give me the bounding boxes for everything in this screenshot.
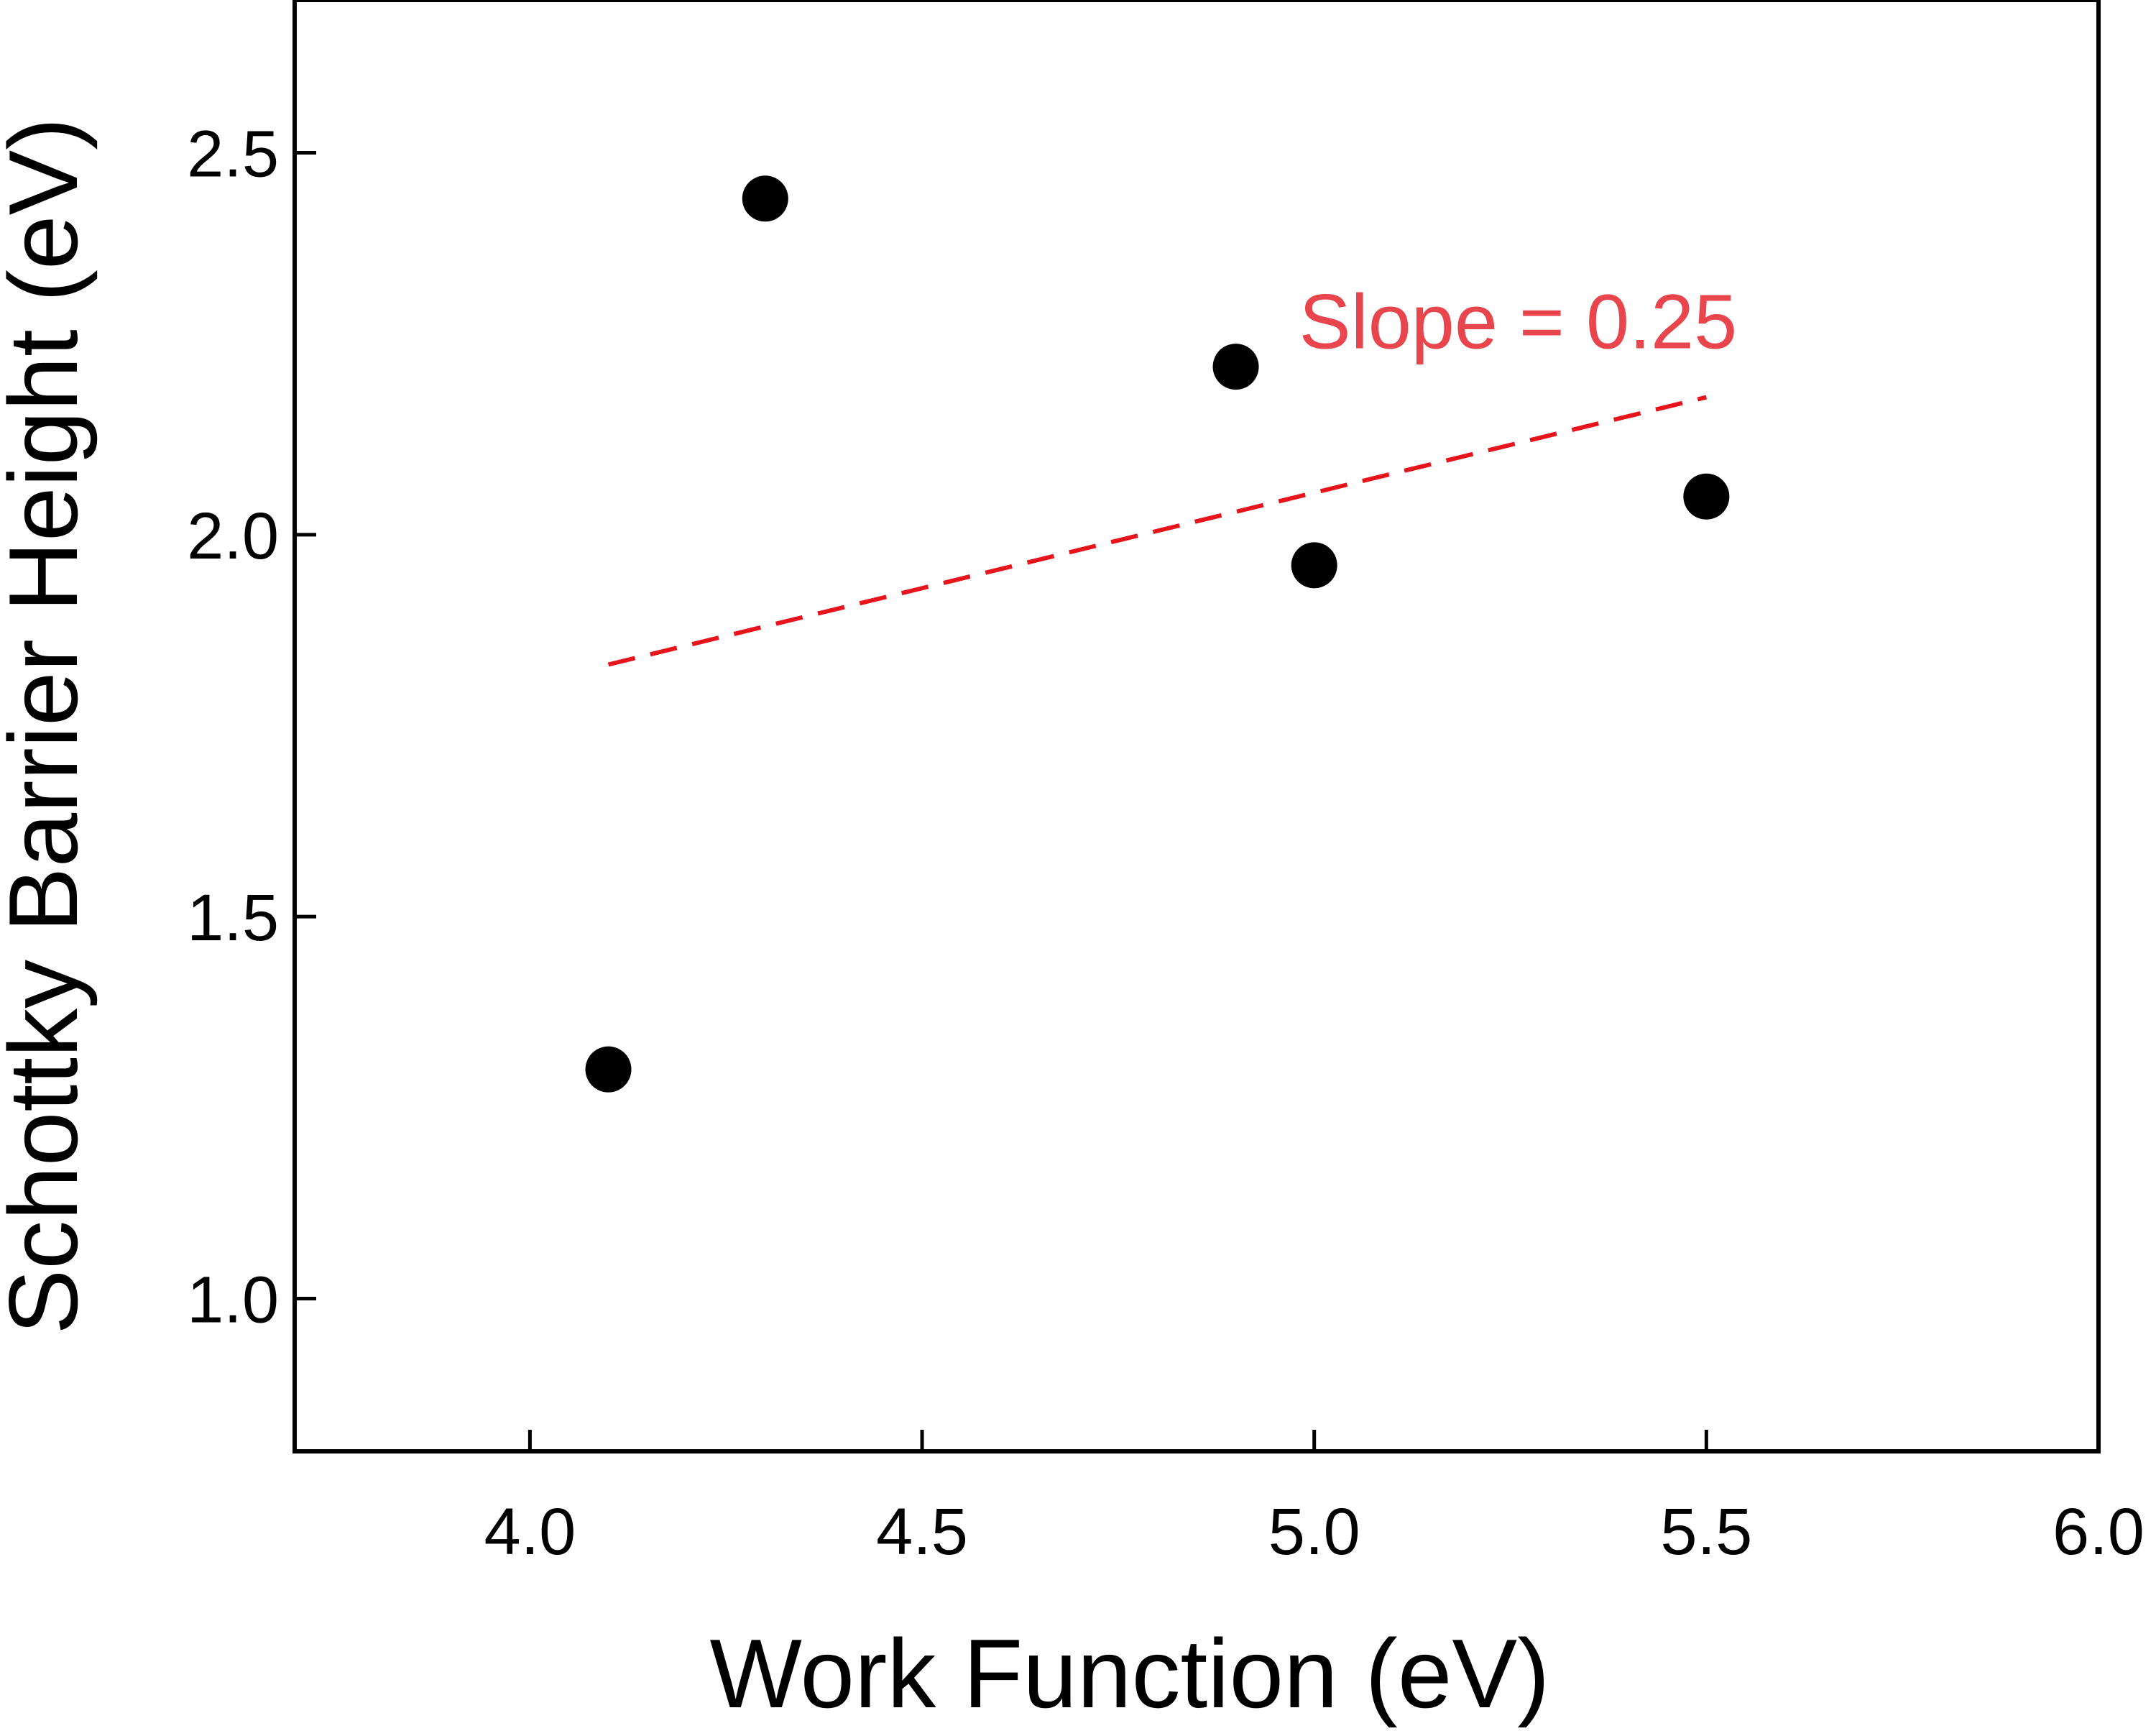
x-tick-label: 4.0	[484, 1495, 576, 1569]
y-tick-label: 1.0	[187, 1263, 279, 1336]
y-tick-label: 2.0	[187, 500, 279, 573]
y-axis-ticks: 1.0 1.5 2.0 2.5	[187, 118, 316, 1336]
data-point	[1212, 344, 1259, 390]
data-point	[585, 1046, 632, 1093]
x-axis-title: Work Function (eV)	[710, 1619, 1550, 1728]
data-points	[585, 175, 1730, 1093]
x-tick-label: 6.0	[2053, 1495, 2145, 1569]
fit-line	[607, 395, 1708, 667]
fit-line-layer	[607, 395, 1708, 667]
plot-frame	[292, 0, 2101, 1453]
y-axis-title: Schottky Barrier Height (eV)	[0, 117, 98, 1334]
slope-annotation: Slope = 0.25	[1299, 277, 1738, 364]
x-tick-label: 5.0	[1268, 1495, 1360, 1569]
y-tick-label: 2.5	[187, 118, 279, 191]
data-point	[1683, 473, 1730, 520]
y-tick-label: 1.5	[187, 881, 279, 955]
data-point	[1291, 542, 1337, 589]
data-point	[742, 175, 788, 222]
x-axis-ticks: 4.0 4.5 5.0 5.5 6.0	[484, 1430, 2145, 1569]
x-tick-label: 5.5	[1660, 1495, 1752, 1569]
x-tick-label: 4.5	[876, 1495, 968, 1569]
